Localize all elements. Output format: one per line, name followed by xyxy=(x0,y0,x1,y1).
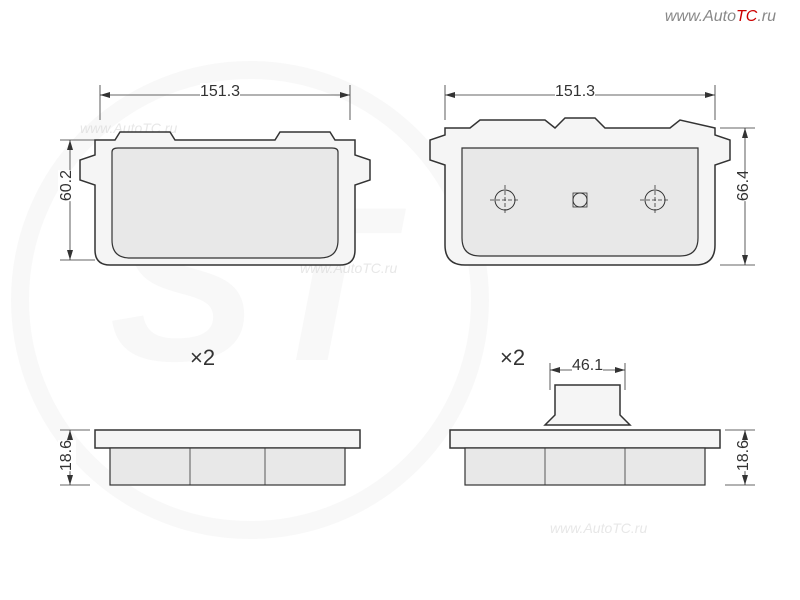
right-thickness-label: 18.6 xyxy=(735,440,753,471)
left-pad-side-drawing xyxy=(40,390,400,540)
source-url: www.AutoTC.ru xyxy=(665,8,776,26)
url-prefix: www.AutoTC.ru xyxy=(665,8,776,25)
right-pad-front-drawing xyxy=(410,70,780,330)
clip-width-label: 46.1 xyxy=(572,357,603,375)
left-pad-front-drawing xyxy=(40,70,400,330)
right-width-label: 151.3 xyxy=(555,83,595,101)
left-height-label: 60.2 xyxy=(58,170,76,201)
left-width-label: 151.3 xyxy=(200,83,240,101)
left-thickness-label: 18.6 xyxy=(58,440,76,471)
right-pad-side-drawing xyxy=(410,355,780,545)
left-qty-label: ×2 xyxy=(190,345,215,371)
right-height-label: 66.4 xyxy=(735,170,753,201)
